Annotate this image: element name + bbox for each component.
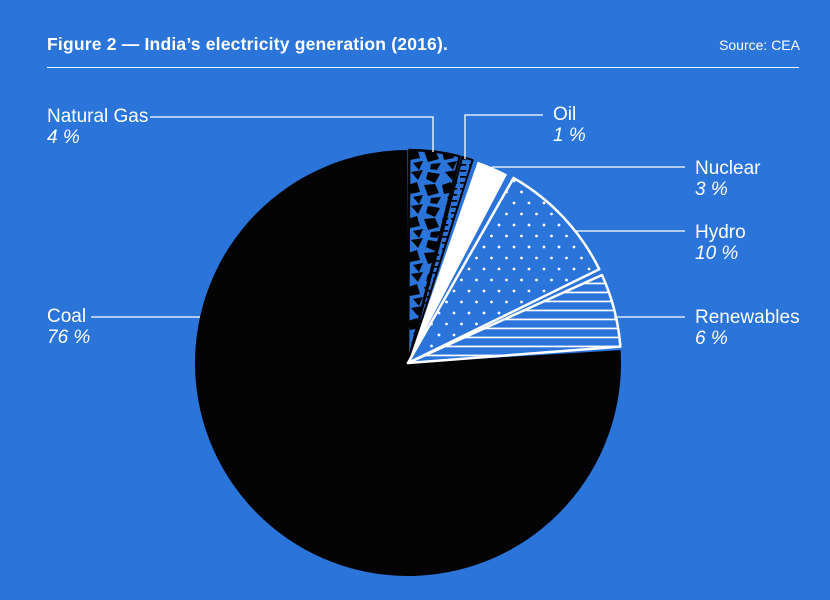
slice-percent: 4 % [47,127,80,148]
slice-percent: 6 % [695,328,728,349]
pie-slice-nuclear [408,161,508,363]
slice-label-hydro: Hydro 10 % [695,222,746,264]
slice-label-natural-gas: Natural Gas 4 % [47,106,148,148]
pie-slice-oil [407,156,474,364]
pie-slice-renewables [406,273,622,365]
slice-name: Nuclear [695,158,761,179]
slice-percent: 76 % [47,327,91,348]
slice-name: Coal [47,306,87,327]
header-rule [47,67,799,69]
leader-line-natural_gas [150,116,434,152]
slice-name: Renewables [695,307,800,328]
pie-slice-natural_gas [406,148,461,365]
leader-line-oil [464,114,543,159]
slice-label-coal: Coal 76 % [47,306,90,348]
slice-name: Oil [553,104,577,125]
figure-title: Figure 2 — India’s electricity generatio… [47,34,449,54]
slice-name: Natural Gas [47,106,149,127]
leader-lines [91,114,685,318]
slice-name: Hydro [695,222,746,243]
source-credit: Source: CEA [719,37,800,53]
slice-label-oil: Oil 1 % [553,104,586,146]
slice-percent: 10 % [695,243,739,264]
pie-slice-hydro [406,176,601,365]
slice-percent: 3 % [695,179,728,200]
slice-label-renewables: Renewables 6 % [695,307,800,349]
pie-slices [194,148,622,576]
slice-percent: 1 % [553,125,586,146]
slice-label-nuclear: Nuclear 3 % [695,158,760,200]
